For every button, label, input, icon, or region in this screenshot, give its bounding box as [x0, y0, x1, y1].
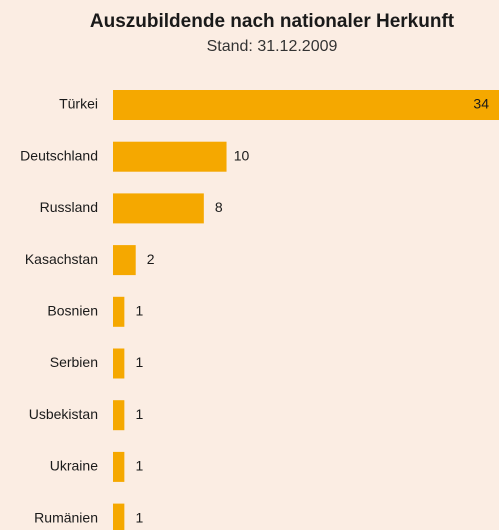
value-label: 10 [234, 147, 250, 163]
bar [113, 90, 499, 120]
value-label: 1 [135, 303, 143, 319]
chart-title: Auszubildende nach nationaler Herkunft [90, 11, 455, 32]
bar [113, 451, 125, 482]
category-label: Ukraine [50, 458, 98, 474]
category-label: Usbekistan [29, 406, 98, 422]
category-label: Kasachstan [25, 251, 98, 267]
bar [113, 503, 125, 530]
bar [113, 296, 125, 327]
value-label: 1 [135, 458, 143, 474]
bar [113, 348, 125, 379]
category-label: Bosnien [47, 303, 98, 319]
category-label: Deutschland [20, 147, 98, 163]
value-label: 2 [147, 251, 155, 267]
bar [113, 245, 136, 276]
bar [113, 141, 227, 172]
value-label: 1 [135, 509, 143, 525]
chart-subtitle: Stand: 31.12.2009 [207, 38, 338, 55]
bar [113, 193, 204, 224]
category-label: Türkei [59, 96, 98, 112]
value-label: 1 [135, 354, 143, 370]
category-label: Rumänien [34, 509, 98, 525]
category-label: Serbien [50, 354, 98, 370]
category-label: Russland [40, 199, 98, 215]
value-label: 8 [215, 199, 223, 215]
bar [113, 400, 125, 431]
value-label: 1 [135, 406, 143, 422]
value-label: 34 [473, 96, 489, 112]
